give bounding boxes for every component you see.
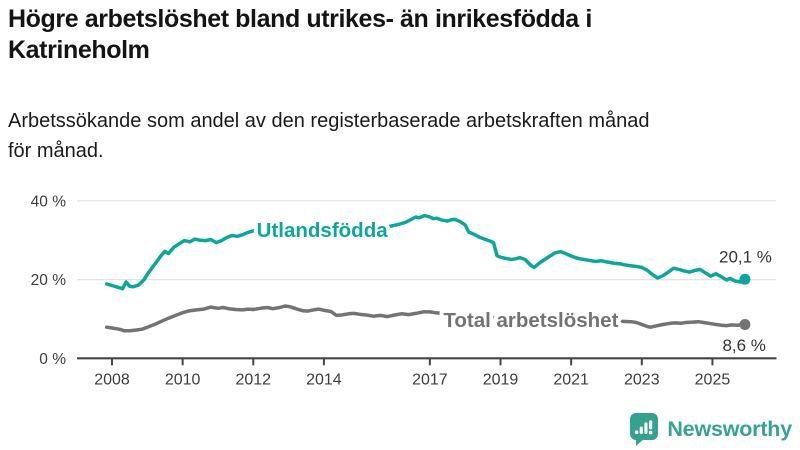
end-value-label-total-arbetsl-shet: 8,6 % (722, 336, 765, 355)
series-label-total-arbetsl-shet: Total arbetslöshet (443, 309, 618, 332)
y-tick-label-40: 40 % (31, 193, 67, 210)
x-tick-label-2010: 2010 (165, 372, 201, 389)
x-tick-label-2017: 2017 (412, 372, 448, 389)
page-title: Högre arbetslöshet bland utrikes- än inr… (8, 5, 592, 64)
newsworthy-logo[interactable]: Newsworthy (629, 411, 792, 447)
x-tick-label-2021: 2021 (553, 372, 589, 389)
series-label-utlandsf-dda: Utlandsfödda (257, 219, 389, 242)
x-tick-label-2019: 2019 (483, 372, 519, 389)
x-tick-label-2014: 2014 (306, 372, 342, 389)
end-value-label-utlandsf-dda: 20,1 % (719, 248, 772, 267)
series-line-total-arbetsl-shet (104, 304, 747, 333)
end-dot-utlandsf-dda (739, 273, 751, 285)
newsworthy-logo-text: Newsworthy (667, 416, 792, 441)
y-tick-label-20: 20 % (31, 272, 67, 289)
series-line-utlandsf-dda (104, 213, 747, 291)
newsworthy-bar-chart-speech-bubble-icon (630, 413, 659, 446)
end-dot-total-arbetsl-shet (739, 318, 751, 330)
x-tick-label-2012: 2012 (235, 372, 271, 389)
x-tick-label-2008: 2008 (94, 372, 130, 389)
x-tick-label-2023: 2023 (624, 372, 660, 389)
y-tick-label-0: 0 % (39, 351, 66, 368)
page-subtitle: Arbetssökande som andel av den registerb… (8, 110, 650, 162)
x-tick-label-2025: 2025 (695, 372, 731, 389)
